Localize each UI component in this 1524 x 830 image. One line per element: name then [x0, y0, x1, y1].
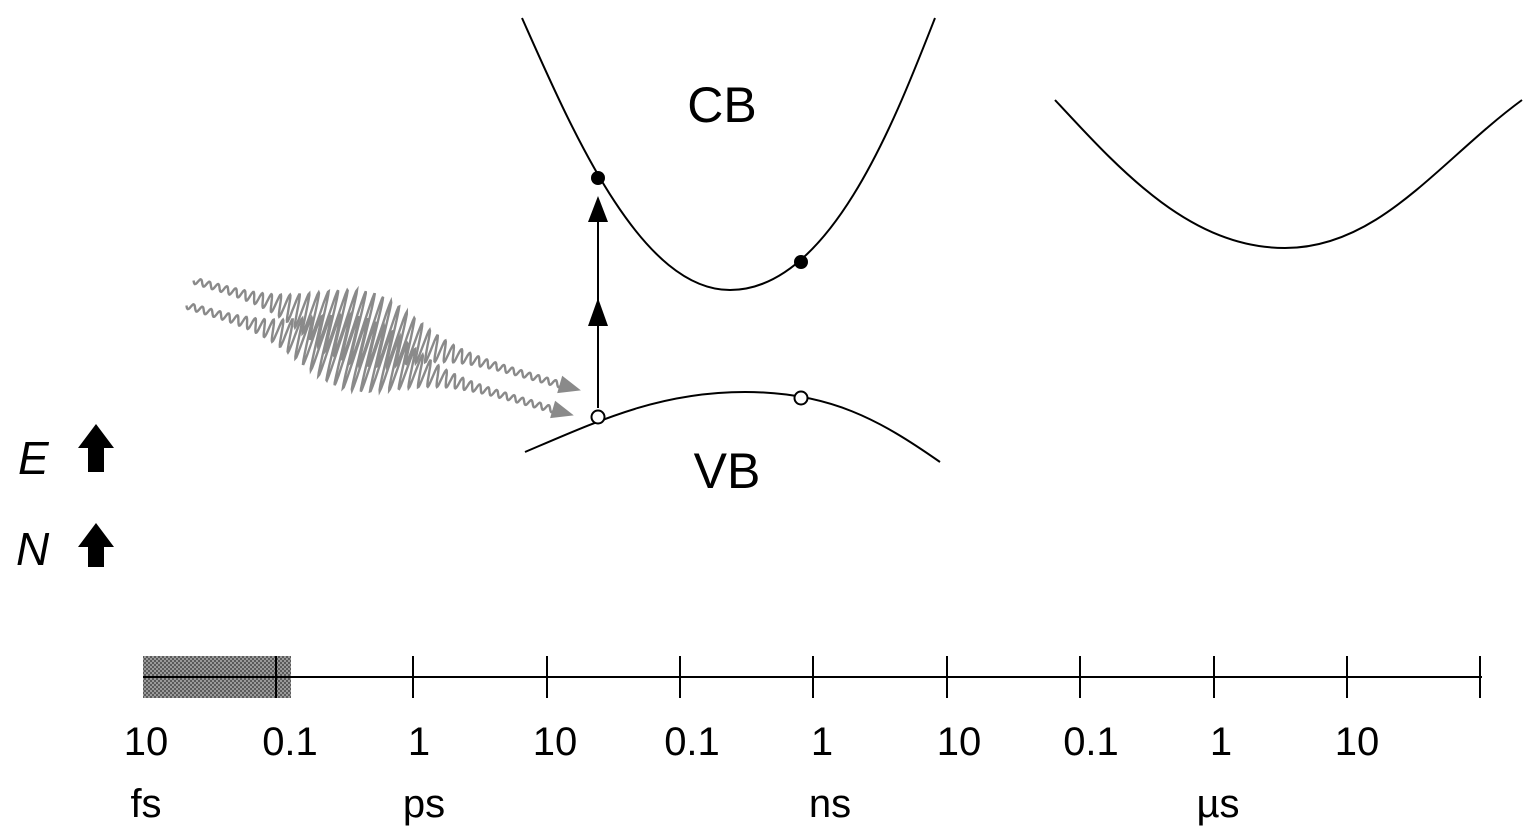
tick-label: 10: [937, 720, 982, 764]
unit-label-us: µs: [1196, 782, 1239, 826]
photon-arrow-head: [557, 375, 581, 394]
tick-label: 0.1: [664, 720, 720, 764]
unit-label-ps: ps: [403, 782, 445, 826]
tick-label: 10: [1335, 720, 1380, 764]
conduction-band-curve: [521, 17, 936, 292]
timeline-tick-labels: 10 0.1 1 10 0.1 1 10 0.1 1 10: [124, 720, 1380, 764]
conduction-band-label: CB: [687, 77, 756, 133]
tick-label: 1: [408, 720, 430, 764]
valence-band-curve: [524, 390, 941, 463]
excitation-arrow: [588, 196, 608, 408]
tick-label: 10: [533, 720, 578, 764]
tick-label: 0.1: [262, 720, 318, 764]
timeline-axis: [143, 656, 1482, 698]
tick-label: 1: [1210, 720, 1232, 764]
electron-excited: [591, 171, 605, 185]
valence-band-label: VB: [694, 443, 761, 499]
hole-relaxed: [793, 390, 809, 406]
hole-excited: [590, 409, 606, 425]
tick-label: 10: [124, 720, 169, 764]
timeline-unit-labels: fs ps ns µs: [130, 782, 1239, 826]
wavy-photon-pulse-icon: [185, 277, 581, 419]
electron-relaxed: [794, 255, 808, 269]
photon-arrow-head: [550, 400, 574, 419]
tick-label: 0.1: [1063, 720, 1119, 764]
unit-label-fs: fs: [130, 782, 161, 826]
unit-label-ns: ns: [809, 782, 851, 826]
tick-label: 1: [811, 720, 833, 764]
energy-axis-label: E: [18, 432, 50, 484]
thick-up-arrow-icon: [78, 424, 114, 472]
conduction-band-curve-relaxed: [1054, 99, 1523, 250]
photon-wave-train: [185, 302, 558, 414]
thick-up-arrow-icon: [78, 523, 114, 567]
density-axis-label: N: [16, 523, 50, 575]
